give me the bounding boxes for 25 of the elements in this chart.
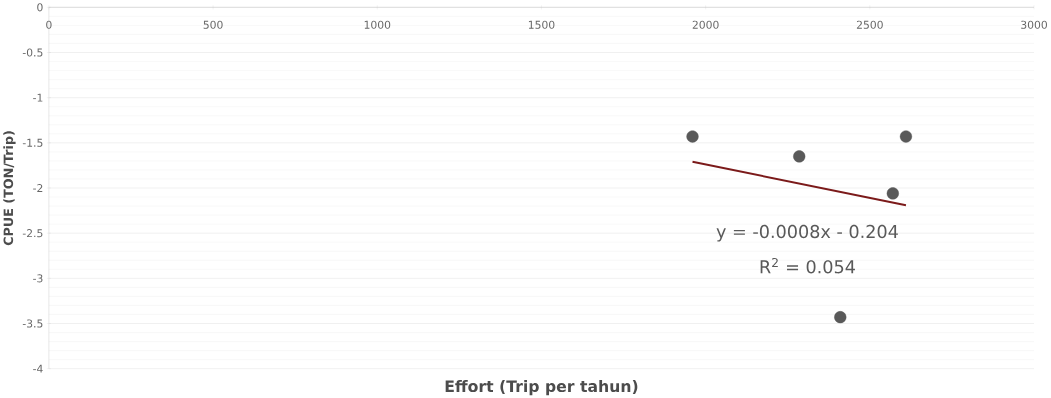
x-axis-title: Effort (Trip per tahun) xyxy=(445,379,638,395)
y-tick-label: -2.5 xyxy=(22,228,43,238)
annotation: y = -0.0008x - 0.204 xyxy=(716,224,898,242)
annotation: R$^{2}$ = 0.054 xyxy=(760,257,855,274)
x-tick-label: 1500 xyxy=(528,20,555,29)
x-tick-label: 3000 xyxy=(1021,20,1047,29)
y-tick-label: -0.5 xyxy=(22,48,43,57)
point xyxy=(886,187,899,200)
point xyxy=(899,130,913,143)
x-tick-label: 2500 xyxy=(856,20,883,29)
x-tick-label: 1000 xyxy=(364,20,391,29)
point xyxy=(834,310,847,324)
y-tick-label: 0 xyxy=(37,3,43,12)
y-tick-label: -2 xyxy=(33,183,43,192)
x-tick-label: 500 xyxy=(203,20,223,29)
y-axis-title: CPUE (TON/Trip) xyxy=(3,131,16,245)
y-tick-label: -3 xyxy=(33,274,43,283)
point xyxy=(686,130,699,143)
y-tick-label: -4 xyxy=(33,364,43,373)
point xyxy=(793,150,806,163)
x-tick-label: 2000 xyxy=(692,20,719,29)
y-tick-label: -1.5 xyxy=(22,138,43,147)
x-tick-label: 0 xyxy=(46,20,52,29)
y-tick-label: -1 xyxy=(33,93,43,102)
y-tick-label: -3.5 xyxy=(22,319,43,328)
